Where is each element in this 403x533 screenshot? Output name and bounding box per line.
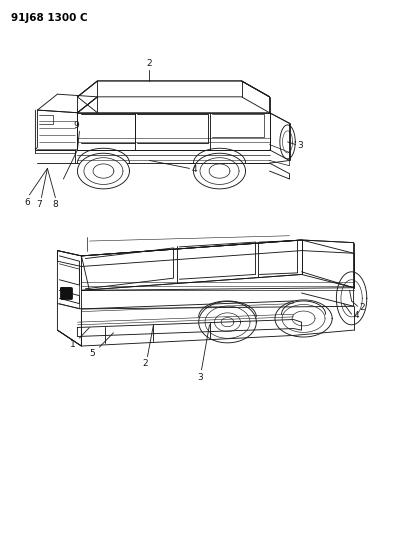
Text: 3: 3 bbox=[297, 141, 303, 150]
Text: 9: 9 bbox=[74, 121, 79, 130]
Text: 1: 1 bbox=[70, 340, 75, 349]
Text: 2: 2 bbox=[147, 59, 152, 68]
Text: 6: 6 bbox=[25, 198, 30, 207]
Text: 4: 4 bbox=[353, 311, 359, 320]
Text: 2: 2 bbox=[143, 359, 148, 368]
Text: 2: 2 bbox=[359, 303, 365, 312]
Text: 7: 7 bbox=[37, 200, 42, 209]
Text: 4: 4 bbox=[191, 166, 197, 174]
Text: 3: 3 bbox=[197, 373, 203, 382]
Text: 5: 5 bbox=[90, 349, 96, 358]
Text: 91J68 1300 C: 91J68 1300 C bbox=[11, 13, 88, 23]
Text: 8: 8 bbox=[52, 200, 58, 209]
